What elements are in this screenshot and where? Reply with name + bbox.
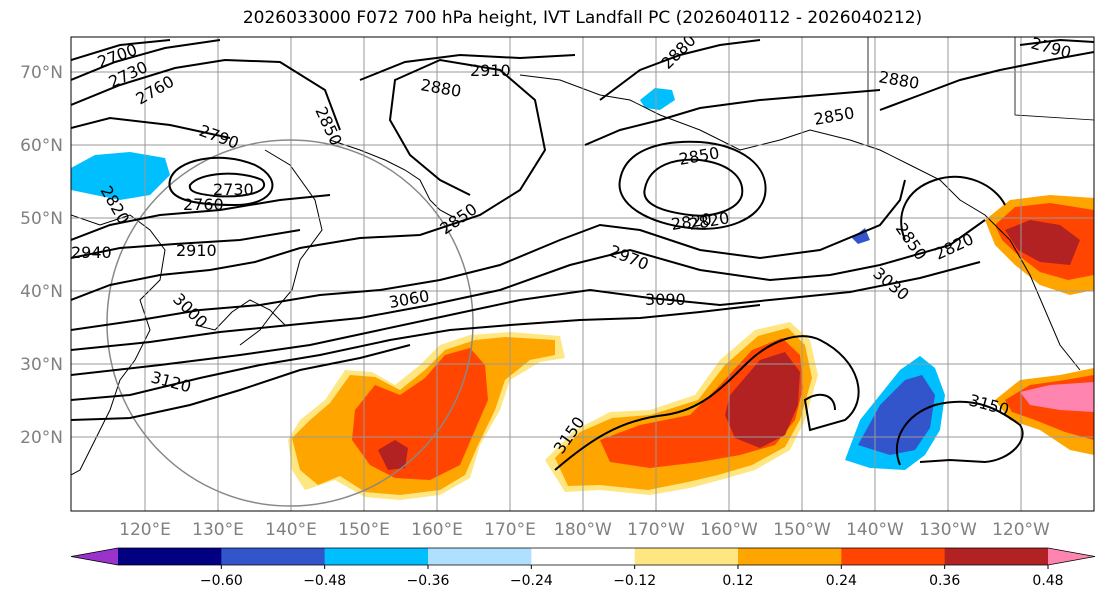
colorbar-segment [221,548,326,565]
contour-label: 2910 [176,241,217,260]
contour-line [71,229,301,259]
colorbar-tick-label: 0.36 [929,573,960,589]
ivt-positive-region-west-max [378,440,408,470]
contour-line [359,53,576,81]
ivt-positive-region-sw-max [1020,382,1094,412]
colorbar-extend-max [1048,548,1095,565]
contour-label: 2760 [183,195,224,214]
contour-label: 3090 [645,290,686,309]
ivt-negative-region-east-core [858,375,935,455]
colorbar-tick-label: −0.36 [407,573,450,589]
contour-line [71,39,171,61]
plot-frame [70,36,1095,512]
colorbar-segment [428,548,532,565]
lon-label: 140°W [846,520,904,540]
contour-line [71,219,986,351]
colorbar-segment [118,548,222,565]
colorbar-segment [324,548,429,565]
lat-label: 70°N [20,63,63,83]
colorbar-outline [70,547,1096,566]
contour-line [900,175,1006,241]
contour-line [71,304,761,401]
contour-line [599,39,761,101]
contour-line [71,58,547,301]
colorbar-tick-label: −0.24 [510,573,553,589]
lat-label: 40°N [20,282,63,302]
lon-label: 160°E [411,520,463,540]
lat-label: 30°N [20,355,63,375]
contour-line [554,335,860,471]
colorbar-segment [531,548,636,565]
contour-line [879,51,1094,111]
contour-line [168,156,274,207]
contour-line [71,58,341,131]
lon-label: 170°W [627,520,685,540]
colorbar-tick-label: 0.24 [826,573,857,589]
lon-label: 130°W [919,520,977,540]
contour-line [71,116,231,139]
colorbar-segment [944,548,1049,565]
contour-line [71,261,981,376]
contour-line [71,179,906,331]
lon-label: 170°E [484,520,536,540]
contour-line [71,344,411,421]
contour-label: 2910 [470,61,511,80]
lon-label: 160°W [700,520,758,540]
lon-label: 150°E [338,520,390,540]
longitude-axis: 120°E 130°E 140°E 150°E 160°E 170°E 180°… [119,520,1050,540]
colorbar-segment [738,548,842,565]
contour-line [895,400,1024,466]
domain-circle [106,139,474,507]
lat-label: 50°N [20,209,63,229]
colorbar-segment [634,548,739,565]
contour-label: 2940 [71,243,112,262]
contour-line [71,39,221,81]
colorbar-tick-label: 0.12 [722,573,753,589]
lon-label: 140°E [265,520,317,540]
lon-label: 120°W [992,520,1050,540]
lat-label: 60°N [20,136,63,156]
map-title: 2026033000 F072 700 hPa height, IVT Land… [242,8,923,28]
colorbar-tick-label: −0.48 [303,573,346,589]
gridlines [71,37,1094,511]
colorbar-tick-label: −0.60 [200,573,243,589]
ivt-shading [71,88,1094,500]
contour-line [1019,38,1094,46]
colorbar-tick-label: −0.12 [613,573,656,589]
contour-line [71,194,331,241]
colorbar-tick-label: 0.48 [1032,573,1063,589]
ivt-negative-region-bering [640,88,675,110]
colorbar-extend-min [71,548,118,565]
contour-line [643,158,744,217]
coast-kamchatka [239,149,323,346]
lon-label: 120°E [119,520,171,540]
lon-label: 130°E [192,520,244,540]
contour-line [618,140,767,230]
colorbar: −0.60 −0.48 −0.36 −0.24 −0.12 0.12 0.24 0.36 0.4… [70,547,1096,589]
lon-label: 150°W [773,520,831,540]
contour-line [584,89,881,146]
height-contours [71,38,1094,471]
contour-label: 2730 [213,180,254,199]
latitude-axis: 70°N 60°N 50°N 40°N 30°N 20°N [20,63,63,448]
ivt-positive-region-pnw-max [1005,220,1080,265]
lat-label: 20°N [20,428,63,448]
colorbar-segment [841,548,946,565]
lon-label: 180°W [554,520,612,540]
ivt-positive-region-central-max [725,352,800,448]
contour-line [188,172,266,198]
